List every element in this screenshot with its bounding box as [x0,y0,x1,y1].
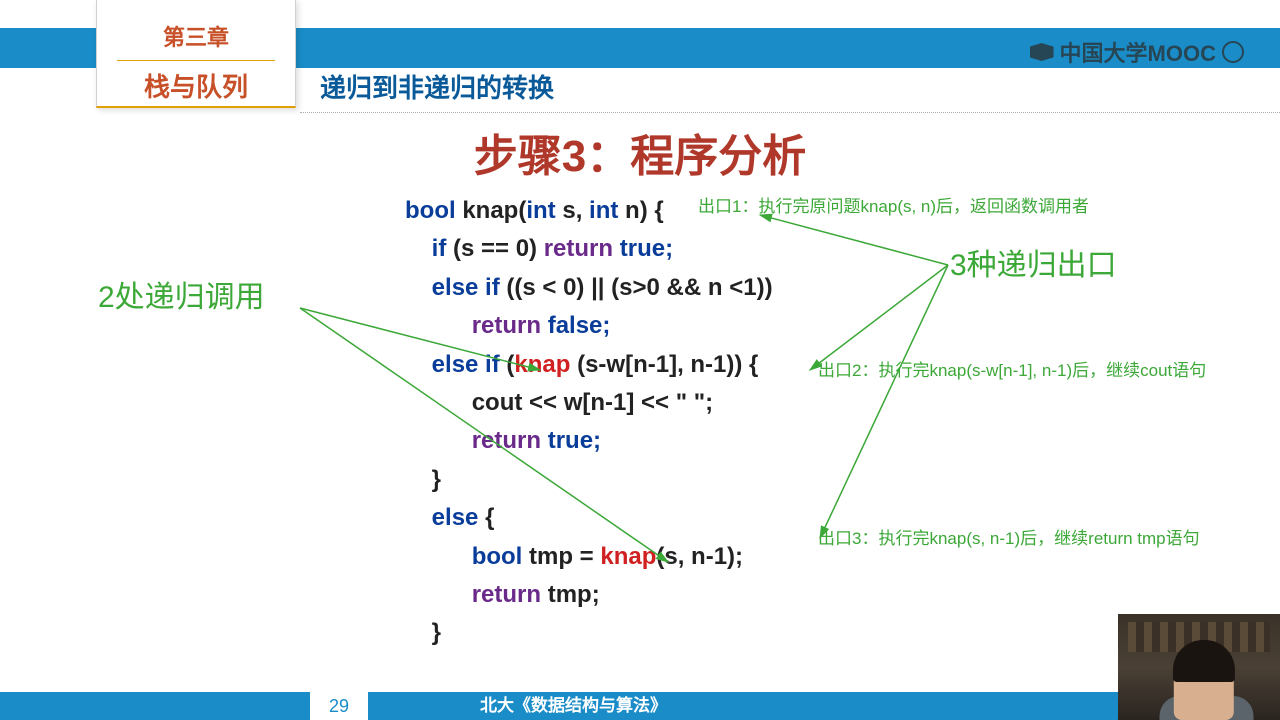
chapter-number: 第三章 [97,20,295,52]
code-block: bool knap(int s, int n) { if (s == 0) re… [405,192,773,653]
logo-text: 中国大学MOOC [1060,36,1216,68]
page-number: 29 [310,692,368,720]
slide-title: 步骤3：程序分析 [474,120,806,184]
footer-text: 北大《数据结构与算法》 [480,692,667,720]
right-annotation: 3种递归出口 [950,240,1117,284]
exit1-annotation: 出口1：执行完原问题knap(s, n)后，返回函数调用者 [698,192,1089,217]
divider [300,112,1280,113]
chapter-name: 栈与队列 [117,60,275,104]
exit2-annotation: 出口2：执行完knap(s-w[n-1], n-1)后，继续cout语句 [818,356,1206,381]
mooc-logo: 中国大学MOOC [1030,36,1244,68]
seal-icon [1222,41,1244,63]
webcam-preview [1118,614,1280,720]
chapter-tab: 第三章 栈与队列 [96,0,296,108]
book-icon [1030,43,1054,61]
section-title: 递归到非递归的转换 [320,68,554,105]
left-annotation: 2处递归调用 [98,272,265,316]
exit3-annotation: 出口3：执行完knap(s, n-1)后，继续return tmp语句 [818,524,1200,549]
